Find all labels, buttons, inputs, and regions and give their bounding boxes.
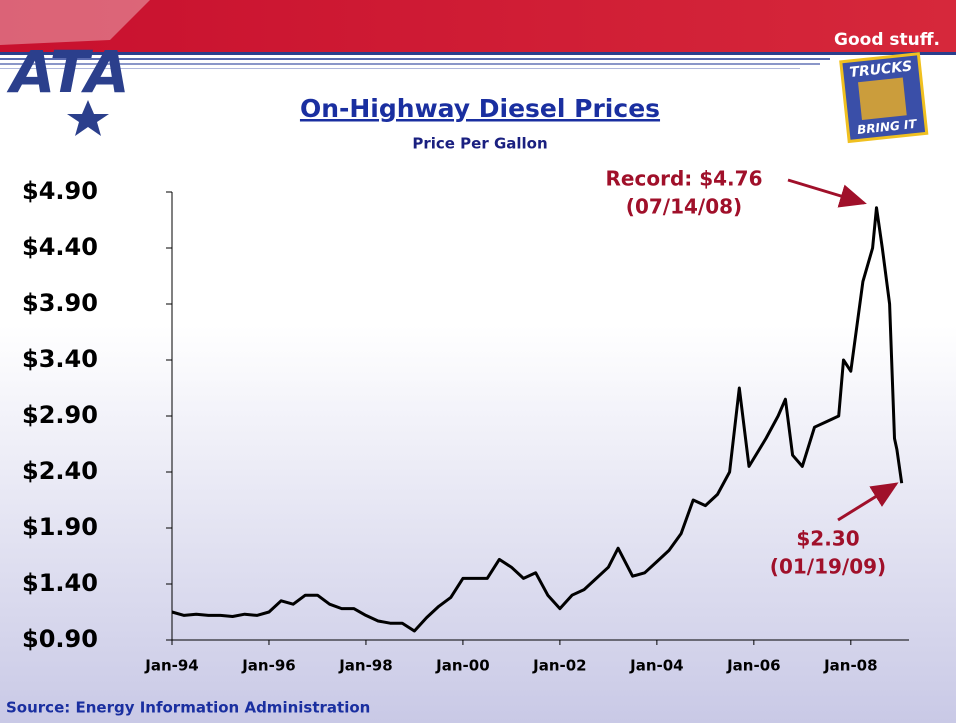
header-band: [0, 0, 956, 52]
annotation: (01/19/09): [770, 555, 886, 579]
slogan: Good stuff.: [834, 30, 940, 50]
annotation-arrow: [837, 482, 899, 522]
y-tick-label: $1.90: [22, 513, 98, 541]
chart-subtitle: Price Per Gallon: [412, 135, 547, 153]
x-tick-label: Jan-06: [726, 657, 780, 675]
y-tick-label: $4.40: [22, 233, 98, 261]
x-tick-label: Jan-08: [823, 657, 877, 675]
annotation: (07/14/08): [626, 195, 742, 219]
source: Source: Energy Information Administratio…: [6, 699, 370, 717]
x-tick-label: Jan-98: [338, 657, 392, 675]
y-tick-label: $0.90: [22, 625, 98, 653]
logo: ATA: [0, 0, 150, 136]
logo-text: ATA: [6, 38, 129, 106]
chart-title: On-Highway Diesel Prices: [300, 94, 660, 123]
y-tick-label: $3.90: [22, 289, 98, 317]
x-tick-label: Jan-02: [532, 657, 586, 675]
badge-bottom: BRING IT: [856, 117, 918, 137]
x-tick-label: Jan-00: [435, 657, 489, 675]
x-tick-label: Jan-96: [241, 657, 295, 675]
y-tick-label: $2.90: [22, 401, 98, 429]
badge-top: TRUCKS: [849, 59, 913, 81]
y-tick-label: $1.40: [22, 569, 98, 597]
annotation: Record: $4.76: [606, 167, 763, 191]
badge: TRUCKS BRING IT: [839, 52, 929, 144]
x-tick-label: Jan-04: [629, 657, 683, 675]
price-line: [171, 206, 904, 633]
annotation: $2.30: [796, 527, 859, 551]
header-stripes: [0, 52, 956, 69]
y-tick-label: $4.90: [22, 177, 98, 205]
x-tick-label: Jan-94: [144, 657, 198, 675]
annotation-arrow: [787, 178, 867, 208]
y-tick-label: $3.40: [22, 345, 98, 373]
y-tick-label: $2.40: [22, 457, 98, 485]
